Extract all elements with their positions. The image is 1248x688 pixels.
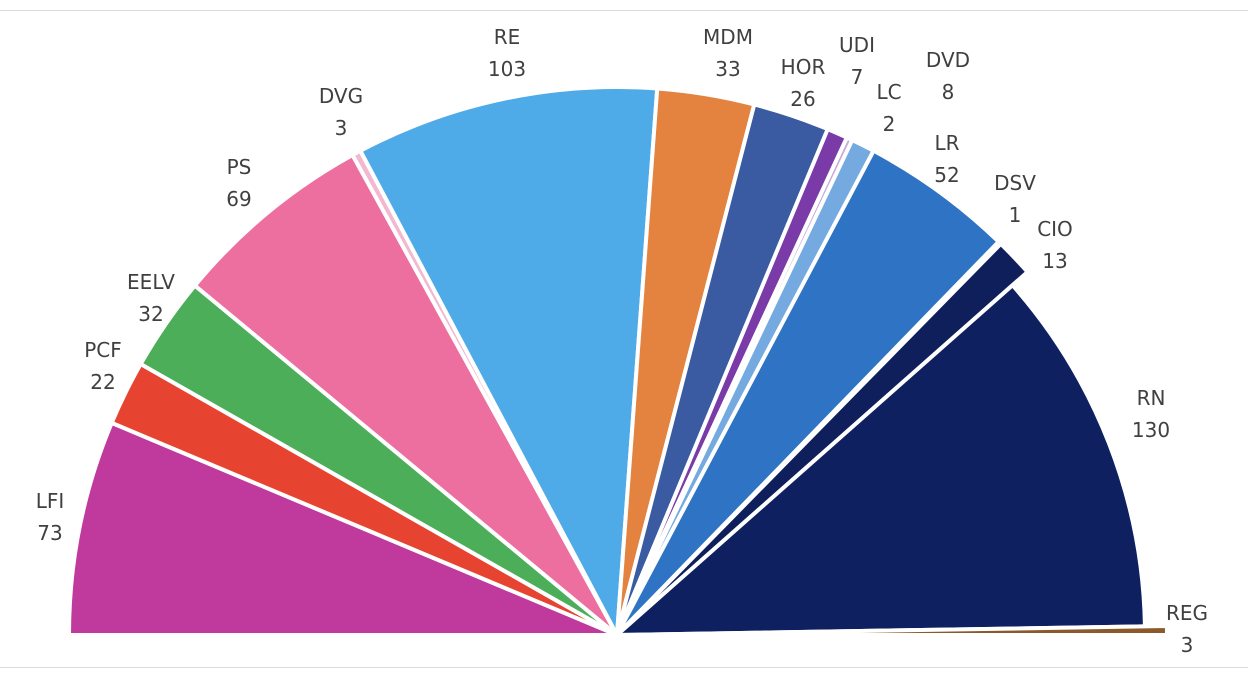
slice-re [358,85,660,637]
label-name-ps: PS [227,155,252,179]
label-value-mdm: 33 [715,57,740,81]
label-name-reg: REG [1166,601,1208,625]
label-name-mdm: MDM [703,25,753,49]
label-value-dvd: 8 [942,80,955,104]
label-name-re: RE [494,25,521,49]
label-name-pcf: PCF [84,338,122,362]
label-value-udi: 7 [851,65,864,89]
label-value-reg: 3 [1181,633,1194,657]
label-value-pcf: 22 [90,370,115,394]
slice-cio [615,241,1030,637]
label-name-rn: RN [1137,386,1166,410]
label-value-rn: 130 [1132,418,1170,442]
slice-rn [615,283,1147,637]
label-value-lr: 52 [934,163,959,187]
slices-group [67,85,1170,637]
label-value-dsv: 1 [1009,203,1022,227]
slice-lfi [67,420,619,637]
label-name-dvd: DVD [926,48,970,72]
label-name-lc: LC [876,80,901,104]
label-name-lfi: LFI [36,489,65,513]
label-value-lfi: 73 [37,521,62,545]
label-name-hor: HOR [781,55,826,79]
label-value-hor: 26 [790,87,815,111]
top-border [0,10,1248,11]
slice-reg [615,624,1170,637]
label-value-ps: 69 [226,187,251,211]
label-value-cio: 13 [1042,249,1067,273]
label-name-dsv: DSV [994,171,1036,195]
label-name-eelv: EELV [127,270,175,294]
label-name-lr: LR [934,131,959,155]
bottom-border [0,667,1248,668]
label-value-eelv: 32 [138,302,163,326]
label-value-lc: 2 [883,112,896,136]
label-name-cio: CIO [1037,217,1073,241]
label-value-re: 103 [488,57,526,81]
label-name-dvg: DVG [319,84,363,108]
label-name-udi: UDI [839,33,875,57]
slice-ps [192,153,619,637]
label-value-dvg: 3 [335,116,348,140]
